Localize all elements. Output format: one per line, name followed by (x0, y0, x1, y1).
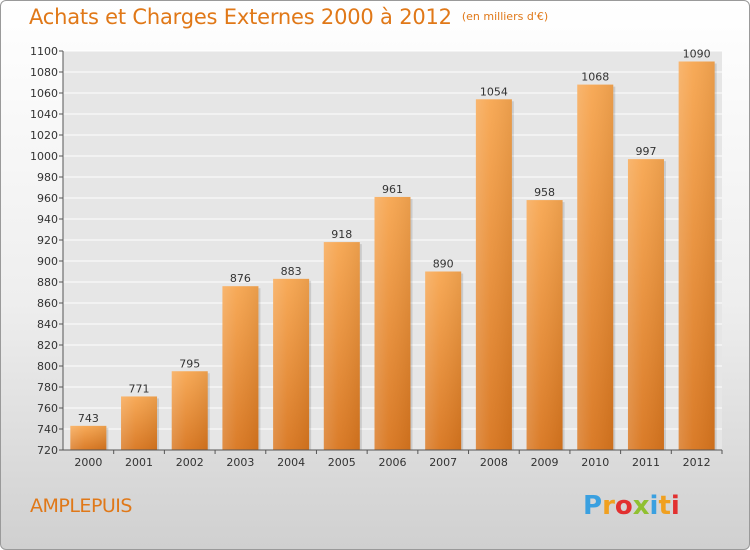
bar-value-label: 997 (635, 145, 656, 158)
y-tick-label: 820 (37, 339, 58, 352)
logo-letter: i (670, 491, 680, 521)
bar-value-label: 958 (534, 186, 555, 199)
bar-value-label: 918 (331, 228, 352, 241)
y-tick-label: 1100 (30, 45, 58, 58)
bar-value-label: 890 (433, 258, 454, 271)
bar-highlight (526, 200, 563, 450)
logo-letter: x (632, 491, 650, 521)
x-tick-label: 2012 (683, 456, 711, 469)
bar-highlight (70, 425, 107, 450)
x-tick-label: 2010 (581, 456, 609, 469)
logo-letter: i (649, 491, 659, 521)
city-name: AMPLEPUIS (30, 495, 132, 517)
bar-highlight (475, 99, 512, 451)
y-tick-label: 960 (37, 192, 58, 205)
bar-highlight (273, 278, 310, 450)
y-tick-label: 1000 (30, 150, 58, 163)
y-tick-label: 940 (37, 213, 58, 226)
x-tick-label: 2008 (480, 456, 508, 469)
y-tick-label: 1080 (30, 66, 58, 79)
bar-highlight (627, 159, 664, 450)
y-tick-label: 720 (37, 444, 58, 457)
logo-letter: o (614, 491, 633, 521)
chart-title-text: Achats et Charges Externes 2000 à 2012 (29, 5, 452, 29)
bar-highlight (171, 371, 208, 450)
y-tick-label: 920 (37, 234, 58, 247)
bar-value-label: 883 (281, 265, 302, 278)
y-tick-label: 840 (37, 318, 58, 331)
logo-letter: t (658, 491, 671, 521)
bar-value-label: 961 (382, 183, 403, 196)
x-tick-label: 2004 (277, 456, 305, 469)
y-tick-label: 740 (37, 423, 58, 436)
chart-title: Achats et Charges Externes 2000 à 2012 (e… (29, 5, 548, 29)
proxiti-logo[interactable]: Proxiti (583, 491, 680, 521)
y-tick-label: 900 (37, 255, 58, 268)
x-tick-label: 2005 (328, 456, 356, 469)
bars (70, 61, 717, 451)
y-tick-label: 780 (37, 381, 58, 394)
x-tick-label: 2011 (632, 456, 660, 469)
y-tick-label: 1020 (30, 129, 58, 142)
chart-subtitle: (en milliers d'€) (461, 10, 549, 23)
y-tick-label: 1060 (30, 87, 58, 100)
x-tick-label: 2000 (74, 456, 102, 469)
bar-value-label: 876 (230, 272, 251, 285)
bar-highlight (222, 286, 259, 450)
x-tick-label: 2002 (176, 456, 204, 469)
y-tick-label: 980 (37, 171, 58, 184)
bar-value-label: 1068 (581, 71, 609, 84)
bar-value-label: 743 (78, 412, 99, 425)
x-tick-label: 2009 (531, 456, 559, 469)
x-tick-label: 2006 (379, 456, 407, 469)
y-tick-label: 800 (37, 360, 58, 373)
y-tick-label: 860 (37, 297, 58, 310)
bar-highlight (323, 242, 360, 450)
y-tick-label: 1040 (30, 108, 58, 121)
bar-value-label: 771 (129, 382, 150, 395)
y-tick-label: 760 (37, 402, 58, 415)
bar-value-label: 1090 (683, 48, 711, 61)
bar-value-label: 795 (179, 357, 200, 370)
x-tick-label: 2003 (226, 456, 254, 469)
x-tick-label: 2007 (429, 456, 457, 469)
bar-value-label: 1054 (480, 85, 508, 98)
bar-highlight (425, 271, 462, 450)
y-axis-ticks: 720 740 760 780 800 820 840 860 880 900 920 940 960 9… (30, 45, 63, 457)
axes (62, 51, 722, 451)
value-labels: 743 771 795 876 883 918 961 890 1054 958 1068 997 10… (78, 48, 711, 425)
bar-highlight (121, 396, 158, 450)
y-tick-label: 880 (37, 276, 58, 289)
logo-letter: P (583, 491, 603, 521)
x-axis-ticks: 2000 2001 2002 2003 2004 2005 2006 2007 2008 2009… (74, 450, 723, 469)
bar-highlight (374, 196, 411, 450)
bar-highlight (678, 61, 715, 450)
logo-letter: r (602, 491, 615, 521)
bar-highlight (577, 84, 614, 450)
x-tick-label: 2001 (125, 456, 153, 469)
